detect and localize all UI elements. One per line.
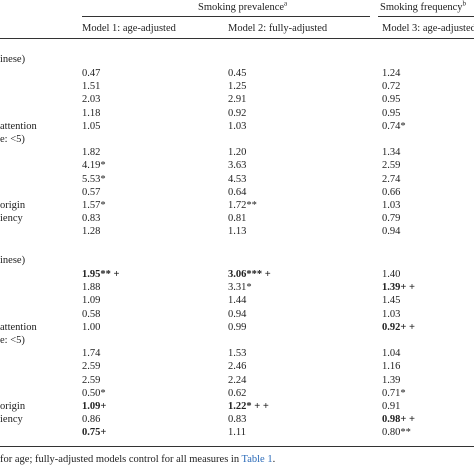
model1-value: 0.83 <box>82 213 101 225</box>
model2-value: 1.11 <box>228 427 246 439</box>
model3-value: 0.74* <box>382 120 406 132</box>
model3-value: 1.16 <box>382 361 401 373</box>
model3-value: 0.79 <box>382 213 401 225</box>
model3-value: 1.39+ + <box>382 282 415 294</box>
header-model-2: Model 2: fully-adjusted <box>228 23 328 34</box>
model3-value: 0.98+ + <box>382 414 415 426</box>
model1-value: 1.00 <box>82 321 101 333</box>
row-label: e: <5) <box>0 335 25 346</box>
model1-value: 2.59 <box>82 361 101 373</box>
model2-value: 0.81 <box>228 213 247 225</box>
model3-value: 0.71* <box>382 387 406 399</box>
header-model-1: Model 1: age-adjusted <box>82 23 176 34</box>
model3-value: 0.95 <box>382 94 401 106</box>
model1-value: 1.74 <box>82 348 101 360</box>
model1-value: 1.82 <box>82 147 101 159</box>
header-rule-b <box>378 16 474 17</box>
model1-value: 1.88 <box>82 282 101 294</box>
model2-value: 0.64 <box>228 186 247 198</box>
model2-value: 0.92 <box>228 107 247 119</box>
model3-value: 0.95 <box>382 107 401 119</box>
model2-value: 3.31* <box>228 282 252 294</box>
row-label: origin <box>0 401 26 412</box>
model2-value: 1.20 <box>228 147 247 159</box>
model3-value: 0.80** <box>382 427 411 439</box>
model1-value: 1.18 <box>82 107 101 119</box>
row-label: iency <box>0 213 23 225</box>
model3-value: 0.91 <box>382 401 401 412</box>
model3-value: 0.94 <box>382 226 401 238</box>
model1-value: 0.86 <box>82 414 101 426</box>
model2-value: 1.53 <box>228 348 247 360</box>
header-model-3: Model 3: age-adjusted <box>382 23 474 34</box>
model2-value: 4.53 <box>228 173 247 185</box>
model1-value: 1.51 <box>82 81 101 93</box>
model1-value: 2.03 <box>82 94 101 106</box>
model3-value: 1.40 <box>382 269 401 280</box>
model3-value: 1.45 <box>382 295 401 307</box>
model1-value: 1.09+ <box>82 401 107 412</box>
model1-value: 1.57* <box>82 200 106 211</box>
model1-value: 1.05 <box>82 120 101 132</box>
model1-value: 5.53* <box>82 173 106 185</box>
row-label: origin <box>0 200 26 211</box>
model1-value: 0.47 <box>82 68 101 79</box>
model1-value: 1.95** + <box>82 269 120 280</box>
model2-value: 2.24 <box>228 374 247 386</box>
model1-value: 0.57 <box>82 186 101 198</box>
row-label: iency <box>0 414 23 426</box>
model3-value: 1.34 <box>382 147 401 159</box>
model1-value: 4.19* <box>82 160 106 172</box>
row-label: attention <box>0 120 37 132</box>
model2-value: 3.06*** + <box>228 269 271 280</box>
model1-value: 0.50* <box>82 387 106 399</box>
model2-value: 3.63 <box>228 160 247 172</box>
section-label-2: inese) <box>0 255 26 266</box>
row-label: e: <5) <box>0 134 25 145</box>
model3-value: 0.72 <box>382 81 401 93</box>
header-smoking-frequency: Smoking frequencyb <box>380 0 467 13</box>
model3-value: 2.59 <box>382 160 401 172</box>
row-label: attention <box>0 321 37 333</box>
model3-value: 1.03 <box>382 308 401 320</box>
model2-value: 1.72** <box>228 200 257 211</box>
header-rule-a <box>82 16 370 17</box>
model1-value: 1.09 <box>82 295 101 307</box>
model2-value: 1.44 <box>228 295 247 307</box>
header-smoking-prevalence: Smoking prevalencea <box>198 0 288 13</box>
model2-value: 1.22* + + <box>228 401 269 412</box>
model3-value: 1.03 <box>382 200 401 211</box>
model2-value: 2.91 <box>228 94 247 106</box>
model3-value: 1.24 <box>382 68 401 79</box>
footnote: for age; fully-adjusted models control f… <box>0 454 276 465</box>
header-bottom-rule <box>0 38 474 39</box>
model1-value: 0.58 <box>82 308 101 320</box>
model3-value: 0.92+ + <box>382 321 415 333</box>
model1-value: 2.59 <box>82 374 101 386</box>
model2-value: 2.46 <box>228 361 247 373</box>
model3-value: 0.66 <box>382 186 401 198</box>
model2-value: 1.25 <box>228 81 247 93</box>
model2-value: 0.62 <box>228 387 247 399</box>
model2-value: 1.13 <box>228 226 247 238</box>
model2-value: 0.94 <box>228 308 247 320</box>
model2-value: 0.45 <box>228 68 247 79</box>
table-1-link[interactable]: Table 1 <box>241 454 273 465</box>
section-label-1: inese) <box>0 54 26 65</box>
table-bottom-rule <box>0 446 474 447</box>
model2-value: 0.99 <box>228 321 247 333</box>
model1-value: 0.75+ <box>82 427 107 439</box>
model3-value: 1.04 <box>382 348 401 360</box>
model3-value: 1.39 <box>382 374 401 386</box>
model3-value: 2.74 <box>382 173 401 185</box>
model1-value: 1.28 <box>82 226 101 238</box>
model2-value: 1.03 <box>228 120 247 132</box>
model2-value: 0.83 <box>228 414 247 426</box>
